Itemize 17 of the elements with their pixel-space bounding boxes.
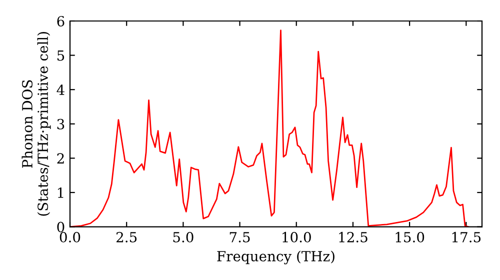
y-axis-title: Phonon DOS (States/THz·primitive cell) (22, 32, 51, 216)
x-tick-label: 2.5 (116, 232, 137, 242)
x-tick-label: 12.5 (339, 232, 368, 242)
x-tick-label: 15.0 (396, 232, 424, 242)
x-tick-label: 7.5 (230, 232, 250, 242)
y-tick-label: 6 (57, 16, 64, 26)
x-tick-label: 17.5 (452, 232, 481, 242)
y-tick-label: 4 (56, 84, 64, 95)
y-tick-label: 2 (57, 153, 64, 164)
y-tick-label: 0 (57, 222, 64, 232)
y-tick-label: 5 (57, 50, 64, 61)
y-tick-label: 3 (57, 118, 64, 130)
y-tick-label: 1 (58, 187, 64, 198)
x-tick-label: 5.0 (173, 232, 194, 242)
x-tick-label: 0.0 (60, 232, 80, 242)
x-axis-title: Frequency (THz) (217, 250, 334, 264)
x-tick-label: 10.0 (282, 232, 311, 242)
